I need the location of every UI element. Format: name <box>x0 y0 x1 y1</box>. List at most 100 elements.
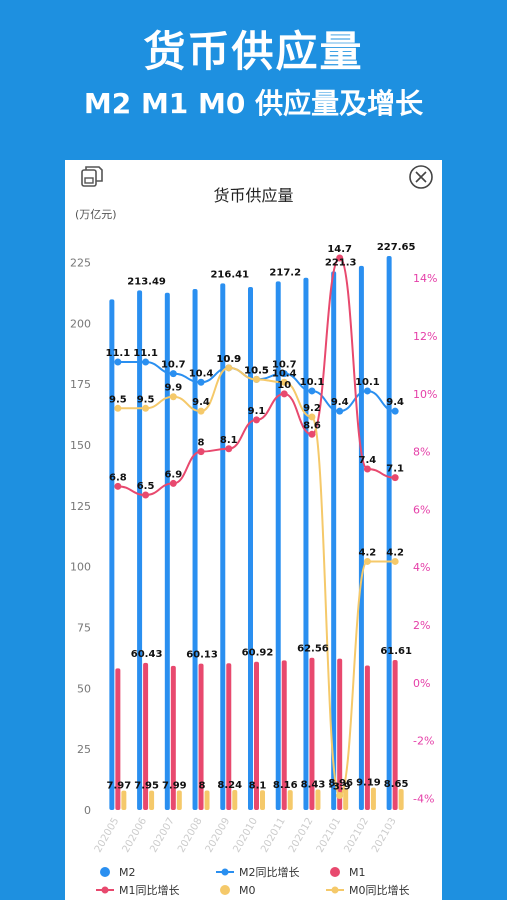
bar-value-label: 8.16 <box>273 780 298 791</box>
bar-m1 <box>364 665 370 810</box>
bar-m0 <box>204 790 210 810</box>
point-M2同比增长 <box>363 387 371 395</box>
y-left-tick-label: 0 <box>84 804 91 817</box>
bar-m1 <box>226 663 232 810</box>
line-value-label: 9.9 <box>164 383 182 394</box>
bar-m2 <box>248 287 253 810</box>
legend-marker <box>220 885 230 895</box>
point-M1同比增长 <box>253 416 260 424</box>
line-value-label: 9.1 <box>248 406 266 417</box>
hero-subtitle: M2 M1 M0 供应量及增长 <box>83 87 424 120</box>
bar-value-label: 60.92 <box>242 648 274 659</box>
bar-m2 <box>386 255 392 810</box>
point-M1同比增长 <box>308 430 316 438</box>
legend-marker <box>100 867 110 877</box>
bar-value-label: 8.24 <box>217 780 242 791</box>
bar-value-label: 8.96 <box>328 778 353 789</box>
line-value-label: -3.9 <box>329 782 351 793</box>
chart-title: 货币供应量 <box>213 186 294 205</box>
bar-m2 <box>331 271 337 811</box>
bar-value-label: 62.56 <box>297 644 329 655</box>
y-left-tick-label: 150 <box>70 439 91 452</box>
bar-m2 <box>109 299 115 810</box>
bar-m0 <box>232 789 238 810</box>
y-left-tick-label: 25 <box>77 743 91 756</box>
bar-m0 <box>343 788 349 810</box>
point-M0同比增长 <box>197 407 205 415</box>
point-M0同比增长 <box>336 792 344 800</box>
line-value-label: 10.9 <box>216 354 241 365</box>
line-value-label: 14.7 <box>327 244 352 255</box>
x-tick-label: 202009 <box>204 816 233 855</box>
bar-m2 <box>358 265 364 810</box>
bar-m1 <box>392 660 398 810</box>
x-tick-label: 202103 <box>370 816 399 855</box>
chart-card: 货币供应量 (万亿元) 0 25 50 75 100 125 150 175 200 225 -4% -… <box>65 160 442 900</box>
point-M1同比增长 <box>142 491 150 499</box>
point-M0同比增长 <box>391 557 399 565</box>
line-value-label: 11.1 <box>106 348 131 359</box>
bar-m1 <box>309 657 315 810</box>
legend-label: M2同比增长 <box>239 865 300 879</box>
bar-value-label: 61.61 <box>380 646 412 657</box>
line-value-label: 10.1 <box>355 377 380 388</box>
point-M0同比增长 <box>363 557 371 565</box>
line-value-label: 6.8 <box>109 472 127 483</box>
y-left-tick-label: 200 <box>70 317 91 330</box>
bar-m0 <box>176 790 182 810</box>
point-M2同比增长 <box>308 387 316 395</box>
line-value-label: 10.1 <box>300 377 325 388</box>
point-M2同比增长 <box>142 358 150 366</box>
bar-m1 <box>254 661 259 810</box>
bar-value-label: 213.49 <box>127 276 166 287</box>
line-value-label: 8.6 <box>303 420 321 431</box>
point-M0同比增长 <box>253 375 260 383</box>
point-M1同比增长 <box>336 254 344 262</box>
line-value-label: 10.4 <box>189 368 214 379</box>
bar-m2 <box>192 288 198 810</box>
legend-marker <box>101 886 109 894</box>
bar-m0 <box>398 788 404 810</box>
bar-value-label: 217.2 <box>269 267 301 278</box>
bar-m0 <box>315 789 321 810</box>
point-M0同比增长 <box>142 404 150 412</box>
y-right-tick-label: -2% <box>413 735 434 748</box>
bar-m1 <box>281 660 287 810</box>
point-M1同比增长 <box>169 479 177 487</box>
point-M1同比增长 <box>391 474 399 482</box>
y-right-tick-label: 10% <box>413 388 437 401</box>
y-right-tick-label: 12% <box>413 330 437 343</box>
bar-value-label: 7.97 <box>107 781 132 792</box>
bar-value-label: 8.43 <box>301 779 326 790</box>
y-right-tick-label: -4% <box>413 792 434 805</box>
x-tick-label: 202010 <box>231 816 260 855</box>
x-tick-label: 202012 <box>287 816 316 855</box>
point-M0同比增长 <box>308 413 316 421</box>
point-M1同比增长 <box>197 448 205 456</box>
line-value-label: 8 <box>198 438 205 449</box>
bar-m0 <box>370 787 376 810</box>
bar-m1 <box>115 668 121 810</box>
line-value-label: 7.1 <box>386 464 404 475</box>
bar-m2 <box>275 281 281 810</box>
bar-m1 <box>198 663 204 810</box>
point-M1同比增长 <box>225 445 233 453</box>
x-tick-label: 202007 <box>148 816 177 855</box>
point-M0同比增长 <box>169 393 177 401</box>
point-M0同比增长 <box>280 378 288 386</box>
point-M2同比增长 <box>114 358 122 366</box>
line-value-label: 10.5 <box>244 365 269 376</box>
y-left-tick-label: 50 <box>77 682 91 695</box>
save-image-icon[interactable] <box>79 164 105 190</box>
line-value-label: 10 <box>277 380 291 391</box>
point-M2同比增长 <box>197 378 205 386</box>
legend-marker <box>330 867 340 877</box>
legend-label: M0 <box>239 884 256 897</box>
line-value-label: 9.5 <box>109 394 127 405</box>
point-M2同比增长 <box>280 370 288 378</box>
close-icon[interactable] <box>408 164 434 190</box>
y-left-tick-label: 100 <box>70 561 91 574</box>
x-tick-label: 202006 <box>121 816 150 855</box>
point-M0同比增长 <box>225 364 233 372</box>
y-right-tick-label: 2% <box>413 619 430 632</box>
